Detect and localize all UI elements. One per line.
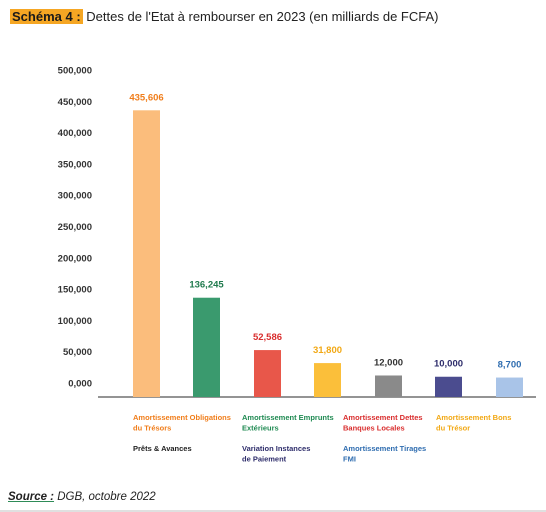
- y-tick-label: 350,000: [58, 159, 92, 170]
- y-tick-label: 500,000: [58, 66, 92, 77]
- legend-item: Prêts & Avances: [133, 444, 192, 453]
- bar: [375, 375, 402, 397]
- legend-item: Amortissement Emprunts Extérieurs: [242, 413, 334, 433]
- y-tick-label: 0,000: [68, 379, 92, 390]
- y-tick-label: 150,000: [58, 285, 92, 296]
- y-tick-label: 450,000: [58, 97, 92, 108]
- y-tick-label: 400,000: [58, 128, 92, 139]
- legend-item: Amortissement Tirages FMI: [343, 444, 426, 464]
- bar-value-label: 10,000: [434, 359, 463, 370]
- bar-value-label: 31,800: [313, 345, 342, 356]
- y-tick-label: 200,000: [58, 253, 92, 264]
- source-label: Source :: [8, 491, 55, 503]
- y-tick-label: 100,000: [58, 316, 92, 327]
- schema-label: Schéma 4 :: [10, 9, 83, 24]
- legend-item: Variation Instances de Paiement: [242, 444, 310, 464]
- bar-value-label: 8,700: [498, 360, 522, 371]
- bar: [435, 376, 462, 397]
- y-tick-label: 250,000: [58, 222, 92, 233]
- bar: [193, 297, 220, 397]
- title-text: Dettes de l'Etat à rembourser en 2023 (e…: [86, 9, 439, 24]
- bar: [314, 363, 341, 397]
- bar: [496, 377, 523, 397]
- legend-item: Amortissement Bons du Trésor: [436, 413, 511, 433]
- chart-title: Schéma 4 : Dettes de l'Etat à rembourser…: [10, 9, 438, 24]
- legend-item: Amortissement Dettes Banques Locales: [343, 413, 423, 433]
- y-tick-label: 300,000: [58, 191, 92, 202]
- y-tick-label: 50,000: [63, 347, 92, 358]
- bar-value-label: 435,606: [129, 92, 163, 103]
- bar-value-label: 136,245: [189, 280, 224, 291]
- bar-chart: 0,000 50,000 100,000 150,000 200,000 250,000 3…: [58, 66, 536, 464]
- bar-value-label: 52,586: [253, 332, 282, 343]
- source-note: Source : DGB, octobre 2022: [8, 491, 156, 503]
- bar: [133, 110, 160, 398]
- legend-item: Amortissement Obligations du Trésors: [133, 413, 231, 433]
- bottom-divider: [0, 510, 546, 512]
- bar-value-label: 12,000: [374, 357, 403, 368]
- bar: [254, 350, 281, 397]
- source-text: DGB, octobre 2022: [57, 491, 156, 503]
